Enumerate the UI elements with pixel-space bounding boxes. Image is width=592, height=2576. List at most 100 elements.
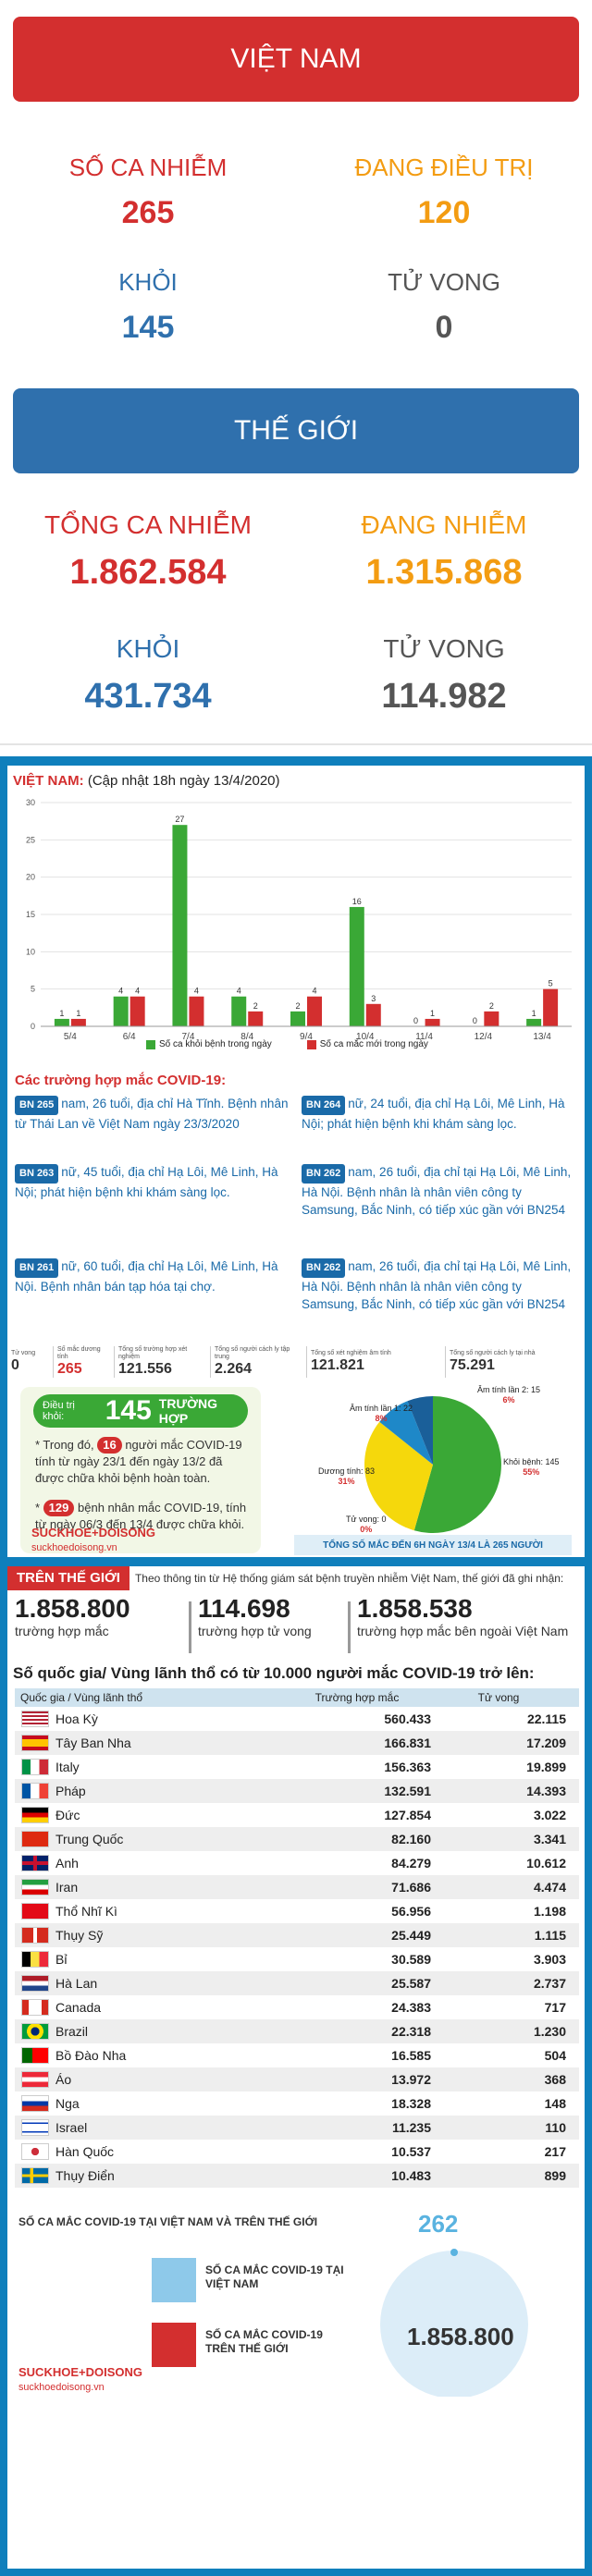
country-deaths: 504 (544, 2048, 566, 2063)
country-cases: 25.587 (391, 1976, 431, 1991)
table-row: Áo 13.972 368 (15, 2067, 579, 2091)
strip-label: Số mắc dương tính (57, 1346, 101, 1360)
data-label: 4 (194, 987, 199, 996)
country-cases: 18.328 (391, 2096, 431, 2111)
data-label: 4 (118, 987, 123, 996)
pie-caption: TỔNG SỐ MẮC ĐẾN 6H NGÀY 13/4 LÀ 265 NGƯỜ… (294, 1535, 572, 1555)
country-cases: 127.854 (384, 1808, 431, 1822)
strip-value: 0 (11, 1357, 19, 1373)
bar-new (425, 1018, 440, 1026)
country-deaths: 2.737 (533, 1976, 566, 1991)
world-outside-text: trường hợp mắc bên ngoài Việt Nam (357, 1624, 569, 1638)
country-cases: 10.483 (391, 2168, 431, 2183)
brand-url-2: suckhoedoisong.vn (18, 2382, 105, 2393)
strip-label: Tử vong (11, 1350, 36, 1356)
table-row: Hàn Quốc 10.537 217 (15, 2140, 579, 2164)
infographic: VIỆT NAM: (Cập nhật 18h ngày 13/4/2020) … (0, 756, 592, 2576)
country-name: Iran (56, 1880, 79, 1895)
vn-recovered-value: 145 (121, 310, 175, 345)
note1-number: 16 (97, 1437, 122, 1454)
country-name: Canada (56, 2000, 102, 2015)
country-name: Nga (56, 2096, 80, 2111)
country-name: Brazil (56, 2024, 89, 2039)
country-deaths: 17.209 (526, 1736, 566, 1750)
table-row: Pháp 132.591 14.393 (15, 1779, 579, 1803)
country-deaths: 19.899 (526, 1760, 566, 1774)
x-tick-label: 12/4 (475, 1032, 493, 1042)
country-name: Thụy Sỹ (56, 1928, 104, 1943)
pie-label: Dương tính: 83 31% (318, 1466, 375, 1487)
strip-value: 121.556 (118, 1361, 172, 1377)
bar-new (189, 996, 204, 1026)
world-deaths-stat-2: 114.698 trường hợp tử vong (198, 1594, 312, 1638)
bar-new (248, 1011, 264, 1026)
world-cases-number: 1.858.800 (15, 1594, 130, 1623)
country-name: Israel (56, 2120, 88, 2135)
sweden-flag-icon (21, 2167, 49, 2184)
country-name: Italy (56, 1760, 80, 1774)
flag-cell (15, 2071, 56, 2088)
patient-id-badge: BN 263 (15, 1164, 59, 1184)
vn-update-date: (Cập nhật 18h ngày 13/4/2020) (87, 773, 280, 789)
world-total-label: TỔNG CA NHIỄM (43, 510, 252, 539)
pie-label-pct: 6% (502, 1395, 515, 1405)
y-tick-label: 5 (31, 985, 35, 994)
y-tick-label: 10 (26, 947, 35, 956)
vn-swatch (152, 2258, 196, 2302)
country-cases: 132.591 (384, 1784, 431, 1798)
strip-label: Tổng số người cách ly tại nhà (450, 1350, 536, 1356)
data-label: 1 (532, 1009, 536, 1018)
country-deaths: 899 (544, 2168, 566, 2183)
flag-cell (15, 2095, 56, 2112)
country-deaths: 148 (544, 2096, 566, 2111)
strip-cell-home: Tổng số người cách ly tại nhà 75.291 (446, 1346, 585, 1378)
bar-new (543, 988, 559, 1026)
vn-update-title: VIỆT NAM: (Cập nhật 18h ngày 13/4/2020) (13, 773, 280, 789)
strip-label: Tổng số người cách ly tập trung (215, 1346, 290, 1360)
belgium-flag-icon (21, 1951, 49, 1968)
table-row: Canada 24.383 717 (15, 1995, 579, 2019)
table-row: Thụy Sỹ 25.449 1.115 (15, 1923, 579, 1947)
country-cases: 16.585 (391, 2048, 431, 2063)
flag-cell (15, 1759, 56, 1775)
patient-id-badge: BN 262 (302, 1258, 346, 1278)
netherlands-flag-icon (21, 1975, 49, 1992)
world-total-stat: TỔNG CA NHIỄM 1.862.584 (0, 510, 296, 593)
patient-item: BN 262 nam, 26 tuổi, địa chỉ tại Hạ Lôi, … (302, 1163, 579, 1219)
patient-text: nữ, 24 tuổi, địa chỉ Hạ Lôi, Mê Linh, Hà… (302, 1097, 565, 1131)
country-cases: 166.831 (384, 1736, 431, 1750)
legend-recovered-swatch (146, 1039, 155, 1049)
flag-cell (15, 2167, 56, 2184)
country-name: Bỉ (56, 1952, 68, 1967)
bar-new (130, 996, 145, 1026)
patient-text: nữ, 60 tuổi, địa chỉ Hạ Lôi, Mê Linh, Hà… (15, 1259, 278, 1294)
country-name: Pháp (56, 1784, 86, 1798)
data-label: 5 (549, 979, 553, 988)
bar-new (70, 1018, 86, 1026)
world-deaths-number: 114.698 (198, 1594, 290, 1623)
country-cases: 25.449 (391, 1928, 431, 1943)
portugal-flag-icon (21, 2047, 49, 2064)
bar-new (307, 996, 322, 1026)
italy-flag-icon (21, 1759, 49, 1775)
y-tick-label: 25 (26, 835, 35, 844)
flag-cell (15, 1951, 56, 1968)
world-recovered-label: KHỎI (116, 634, 180, 663)
brand-logo-2: SUCKHOE+DOISONG suckhoedoisong.vn (18, 2365, 142, 2393)
country-name: Trung Quốc (56, 1832, 124, 1846)
status-pie-area: Âm tính lần 2: 15 6% Âm tính lần 1: 22 8% … (294, 1385, 572, 1542)
stat-separator (189, 1601, 191, 1653)
patient-item: BN 263 nữ, 45 tuổi, địa chỉ Hạ Lôi, Mê Li… (15, 1163, 292, 1201)
table-title: Số quốc gia/ Vùng lãnh thổ có từ 10.000 … (13, 1664, 535, 1682)
bar-recovered (54, 1018, 69, 1026)
data-label: 16 (352, 897, 362, 906)
data-label: 4 (312, 987, 316, 996)
brazil-flag-icon (21, 2023, 49, 2040)
vietnam-banner-label: VIỆT NAM (230, 43, 362, 74)
country-cases: 71.686 (391, 1880, 431, 1895)
y-tick-label: 20 (26, 873, 35, 882)
x-tick-label: 8/4 (240, 1032, 253, 1042)
world-deaths-label: TỬ VONG (383, 634, 505, 663)
strip-value: 75.291 (450, 1357, 495, 1373)
